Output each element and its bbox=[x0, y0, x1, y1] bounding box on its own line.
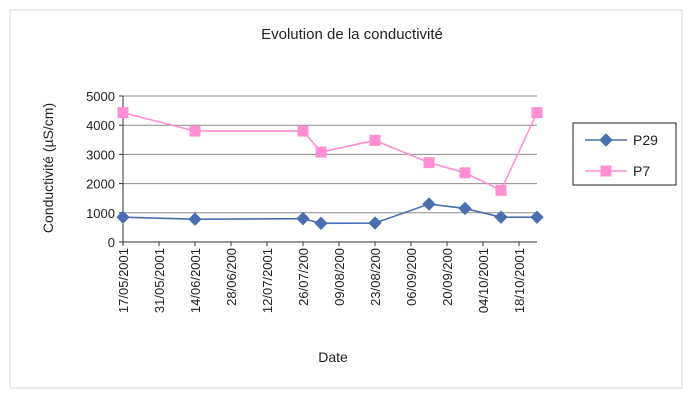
legend: P29 P7 bbox=[572, 122, 677, 186]
data-point bbox=[459, 167, 471, 179]
y-tick-label: 1000 bbox=[86, 206, 115, 221]
legend-box bbox=[572, 122, 677, 186]
data-point bbox=[189, 125, 201, 137]
data-point bbox=[117, 107, 129, 119]
x-tick-labels: 17/05/2001 31/05/2001 14/06/2001 28/06/200 1… bbox=[116, 248, 527, 313]
y-tick-labels: 0 1000 2000 3000 4000 5000 bbox=[86, 89, 115, 250]
data-point bbox=[423, 157, 435, 169]
x-tick-label: 18/10/2001 bbox=[512, 248, 527, 313]
x-tick-label: 09/08/200 bbox=[332, 248, 347, 306]
data-point bbox=[422, 197, 436, 211]
data-point bbox=[188, 212, 202, 226]
x-tick-label: 20/09/200 bbox=[440, 248, 455, 306]
x-tick-label: 12/07/2001 bbox=[260, 248, 275, 313]
data-point bbox=[315, 146, 327, 158]
series-p29 bbox=[116, 197, 544, 231]
x-tick-label: 23/08/200 bbox=[368, 248, 383, 306]
data-point bbox=[369, 134, 381, 146]
chart-frame bbox=[9, 9, 683, 389]
data-point bbox=[494, 210, 508, 224]
y-tick-label: 0 bbox=[108, 235, 115, 250]
legend-label: P29 bbox=[633, 132, 658, 148]
series-p7 bbox=[117, 107, 543, 196]
x-tick-label: 17/05/2001 bbox=[116, 248, 131, 313]
data-point bbox=[296, 211, 310, 226]
legend-label: P7 bbox=[633, 163, 650, 179]
data-point bbox=[458, 201, 472, 216]
data-point bbox=[530, 210, 544, 224]
chart-title: Evolution de la conductivité bbox=[261, 26, 443, 43]
x-tick-label: 14/06/2001 bbox=[188, 248, 203, 313]
data-point bbox=[116, 210, 130, 224]
legend-marker bbox=[599, 133, 613, 147]
y-tick-label: 3000 bbox=[86, 147, 115, 162]
y-axis-title: Conductivité (µS/cm) bbox=[40, 103, 56, 233]
y-tick-label: 2000 bbox=[86, 177, 115, 192]
data-point bbox=[297, 125, 309, 137]
x-tick-label: 06/09/200 bbox=[404, 248, 419, 306]
data-point bbox=[495, 184, 507, 196]
gridlines bbox=[123, 95, 537, 214]
x-tick-label: 28/06/200 bbox=[224, 248, 239, 306]
y-tick-label: 5000 bbox=[86, 89, 115, 104]
legend-marker bbox=[600, 165, 612, 177]
x-tick-label: 31/05/2001 bbox=[152, 248, 167, 313]
data-series bbox=[116, 107, 544, 231]
x-tick-label: 26/07/200 bbox=[296, 248, 311, 306]
data-point bbox=[368, 216, 382, 230]
x-tick-label: 04/10/2001 bbox=[476, 248, 491, 313]
data-point bbox=[314, 216, 328, 231]
data-point bbox=[531, 107, 543, 119]
x-axis-title: Date bbox=[318, 349, 348, 365]
y-tick-label: 4000 bbox=[86, 118, 115, 133]
